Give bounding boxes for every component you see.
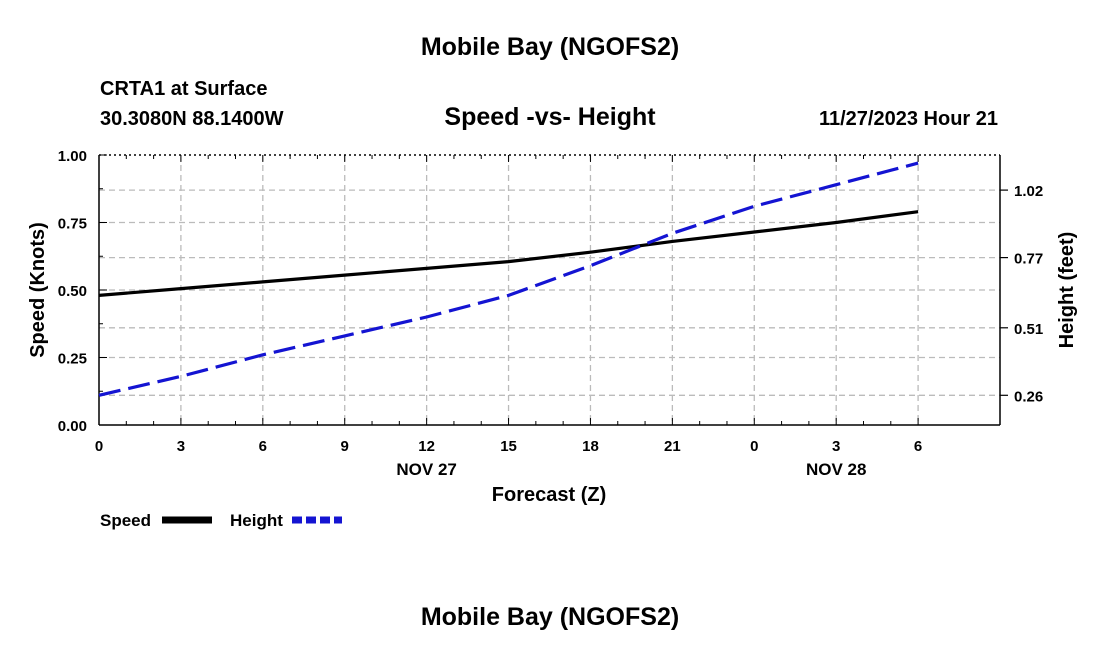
chart-title: Speed -vs- Height	[444, 103, 656, 131]
y-tick-label-left: 0.75	[58, 216, 87, 233]
x-axis-title: Forecast (Z)	[492, 484, 606, 506]
y-axis-title-right: Height (feet)	[1056, 232, 1078, 349]
station-coords: 30.3080N 88.1400W	[100, 108, 284, 130]
y-tick-label-left: 0.00	[58, 418, 87, 435]
y-tick-label-right: 0.51	[1014, 321, 1043, 338]
forecast-date: 11/27/2023 Hour 21	[819, 108, 998, 130]
y-tick-label-left: 0.25	[58, 351, 87, 368]
y-tick-label-left: 1.00	[58, 148, 87, 165]
x-tick-label: 21	[664, 438, 681, 455]
series-lines	[98, 161, 919, 397]
x-tick-label: 9	[341, 438, 349, 455]
series-line-speed	[98, 210, 919, 297]
x-tick-label: 18	[582, 438, 599, 455]
y-tick-label-left: 0.50	[58, 283, 87, 300]
y-tick-label-right: 1.02	[1014, 183, 1043, 200]
legend-label-speed: Speed	[100, 511, 151, 530]
x-date-label: NOV 28	[806, 460, 866, 479]
x-tick-label: 0	[750, 438, 758, 455]
legend-label-height: Height	[230, 511, 283, 530]
x-tick-label: 3	[177, 438, 185, 455]
x-tick-label: 12	[418, 438, 435, 455]
axes	[98, 154, 1008, 426]
y-tick-label-right: 0.26	[1014, 388, 1043, 405]
x-tick-label: 6	[259, 438, 267, 455]
x-tick-label: 6	[914, 438, 922, 455]
grid-lines	[99, 155, 1000, 425]
x-tick-label: 3	[832, 438, 840, 455]
series-line-height	[98, 161, 919, 397]
station-label: CRTA1 at Surface	[100, 78, 267, 100]
y-tick-label-right: 0.77	[1014, 251, 1043, 268]
y-axis-title-left: Speed (Knots)	[27, 222, 49, 358]
x-tick-label: 15	[500, 438, 517, 455]
legend: Speed Height	[100, 511, 342, 530]
tick-labels: 0 3 6 9 12 15 18 21 0 3 6 NOV 27 NOV 28 0.00 0.25 0.50 0…	[58, 148, 1043, 479]
footer-title: Mobile Bay (NGOFS2)	[421, 603, 679, 631]
page-title: Mobile Bay (NGOFS2)	[421, 33, 679, 61]
x-tick-label: 0	[95, 438, 103, 455]
x-date-label: NOV 27	[396, 460, 456, 479]
